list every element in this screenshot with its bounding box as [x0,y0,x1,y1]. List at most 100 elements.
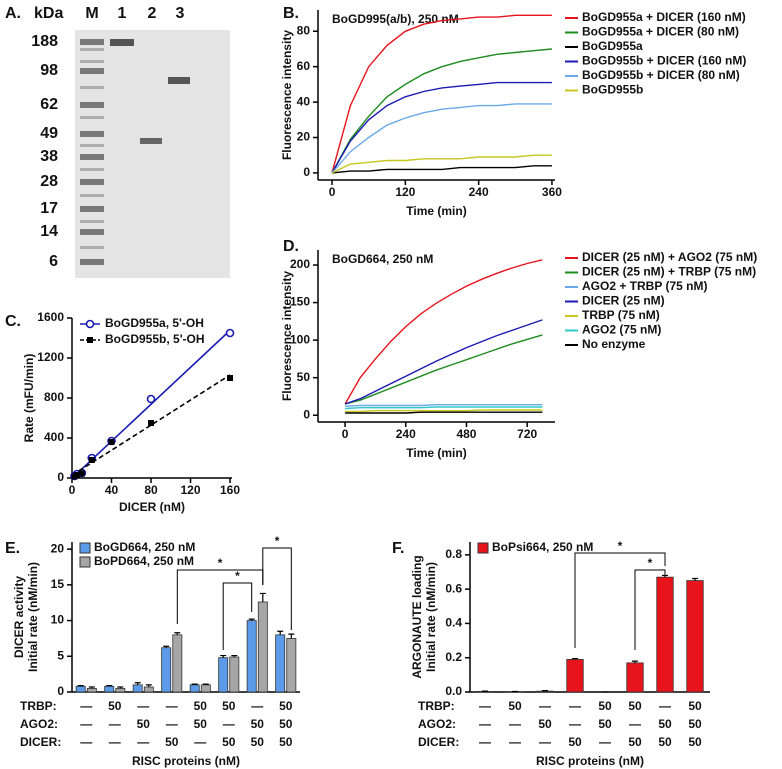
x-axis-label: Time (min) [406,446,466,460]
error-bar [77,684,84,687]
condition-label: 50 [222,735,236,749]
condition-label: — [479,717,491,731]
condition-label: 50 [688,735,702,749]
bar [143,686,154,693]
condition-label: — [479,735,491,749]
significance-label: * [218,556,223,570]
series-line [331,81,552,174]
marker-label: 14 [40,223,58,240]
data-point [78,470,85,477]
bar [172,634,183,693]
condition-label: — [166,699,178,713]
ladder-band [80,116,104,119]
error-bar [231,654,238,657]
condition-label: — [539,735,551,749]
marker-label: 188 [31,33,58,50]
x-tick-label: 360 [542,185,562,199]
error-bar [134,682,141,685]
significance-label: * [618,539,623,553]
y-tick-label: 100 [290,332,310,346]
bar [686,580,704,693]
error-bar [145,684,152,687]
error-bar [174,632,181,635]
condition-label: 50 [279,717,293,731]
error-bar [662,574,668,578]
y-tick-label: 80 [297,23,311,37]
condition-name: TRBP: [20,699,57,713]
panel-letter: B. [283,5,299,22]
condition-label: — [137,699,149,713]
y-tick-label: 0 [303,165,310,179]
legend-label: BoPsi664, 250 nM [492,540,593,554]
condition-name: AGO2: [20,717,58,731]
bar [200,684,211,693]
ladder-band [80,60,104,63]
error-bar [632,660,638,663]
protein-band [110,39,134,46]
bar [75,685,86,693]
y-tick-label: 0 [57,684,64,698]
ladder-band [80,168,104,171]
condition-label: — [509,735,521,749]
condition-label: — [166,717,178,731]
y-axis-label: Initial rate (nM/min) [26,562,40,672]
legend-label: DICER (25 nM) + TRBP (75 nM) [582,265,756,279]
bar [536,690,554,693]
condition-label: — [109,717,121,731]
fit-line [71,374,231,476]
error-bar [277,630,284,635]
condition-label: — [223,717,235,731]
legend-label: TRBP (75 nM) [582,308,660,322]
ladder-band [80,206,104,212]
bar [275,634,286,693]
x-tick-label: 240 [469,185,489,199]
data-point [73,472,80,478]
condition-label: — [629,717,641,731]
lane-label: M [85,5,98,22]
legend-swatch [79,542,91,554]
x-tick-label: 40 [105,483,119,497]
error-bar [202,683,209,685]
condition-label: 50 [688,717,702,731]
series-line [331,154,552,174]
x-axis-label: Time (min) [406,204,466,218]
legend-label: BoPD664, 250 nM [94,554,194,568]
error-bar [220,654,227,658]
legend-label: BoGD955b + DICER (160 nM) [582,54,746,68]
y-axis-label: Initial rate (nM/min) [424,562,438,672]
significance-bracket [262,547,292,630]
x-axis-label: RISC proteins (nM) [536,754,644,768]
marker-label: 62 [40,96,58,113]
error-bar [117,686,124,689]
y-axis-label: DICER activity [12,576,26,658]
condition-label: 50 [251,717,265,731]
condition-label: 50 [194,699,208,713]
condition-label: 50 [688,699,702,713]
significance-label: * [648,556,653,570]
legend-label: BoGD955a + DICER (160 nM) [582,10,746,24]
series-line [345,411,543,414]
bar [115,688,126,693]
legend-label: BoGD955a + DICER (80 nM) [582,25,739,39]
y-tick-label: 10 [51,613,65,627]
x-tick-label: 480 [456,427,476,441]
series-line [345,404,543,407]
series-line [344,334,543,405]
error-bar [191,683,198,685]
y-tick-label: 0.6 [445,581,462,595]
y-tick-label: 0.0 [445,684,462,698]
condition-label: 50 [508,699,522,713]
series-line [331,48,552,174]
x-tick-label: 120 [395,185,415,199]
condition-label: 50 [251,735,265,749]
fit-line [71,329,231,479]
data-point [148,420,155,426]
annotation: BoGD664, 250 nM [332,252,433,266]
error-bar [163,645,170,648]
ladder-band [80,229,104,235]
condition-label: — [137,735,149,749]
error-bar [106,684,113,687]
condition-label: 50 [658,717,672,731]
y-tick-label: 1600 [37,310,64,324]
data-point [227,375,234,381]
